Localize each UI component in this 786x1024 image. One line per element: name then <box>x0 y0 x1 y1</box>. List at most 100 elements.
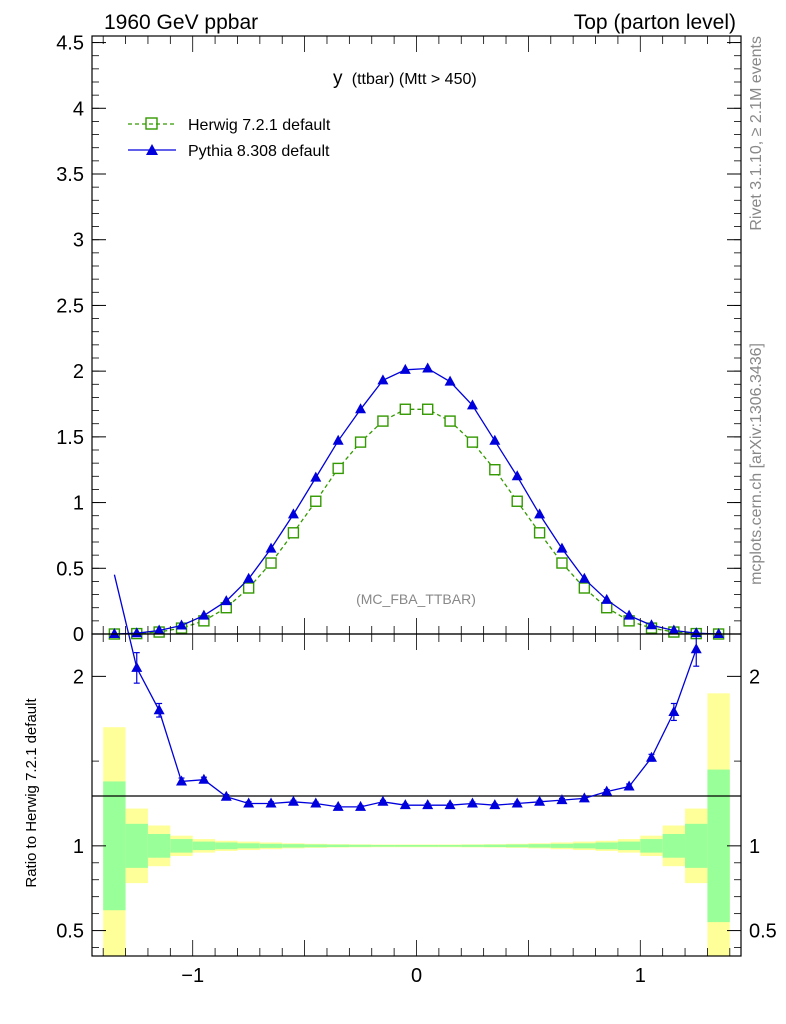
header-right-label: Top (parton level) <box>574 11 736 34</box>
herwig-point <box>287 527 300 539</box>
pythia-point <box>310 471 322 482</box>
main-plot-title: y (ttbar) (Mtt > 450) <box>333 68 477 89</box>
ratio-band-green <box>371 844 395 847</box>
ratio-point <box>623 780 635 791</box>
pythia-point <box>198 609 210 620</box>
ratio-point <box>265 797 277 808</box>
herwig-point <box>332 462 344 475</box>
ratio-point <box>668 705 680 716</box>
ratio-point <box>578 792 590 803</box>
pythia-point <box>422 362 434 373</box>
pythia-point <box>355 403 367 414</box>
legend: Herwig 7.2.1 default Pythia 8.308 defaul… <box>128 117 331 160</box>
ratio-band-green <box>528 844 551 848</box>
herwig-point <box>556 557 568 569</box>
main-ytick-label: 4 <box>73 98 84 120</box>
ratio-ytick-label-right: 2 <box>749 666 760 688</box>
herwig-point <box>421 403 434 415</box>
legend-herwig-label: Herwig 7.2.1 default <box>188 117 331 134</box>
ratio-point <box>220 790 232 801</box>
main-ytick-label: 3 <box>73 230 84 252</box>
ratio-band-green <box>662 833 686 858</box>
legend-pythia-marker <box>146 144 158 155</box>
ratio-band-green <box>237 843 260 849</box>
ratio-point <box>355 800 367 811</box>
pythia-point <box>131 627 143 638</box>
ratio-ytick-label-left: 2 <box>73 666 84 688</box>
main-plot-title-main: y <box>333 68 343 89</box>
pythia-point <box>332 434 344 445</box>
pythia-point <box>377 374 389 385</box>
ratio-xtick-label: −1 <box>181 965 204 987</box>
ratio-point <box>332 800 344 811</box>
ratio-band-green <box>483 844 507 848</box>
ratio-band-green <box>640 839 663 853</box>
ratio-band-green <box>304 844 327 848</box>
ratio-point <box>399 799 411 810</box>
ratio-ytick-label-left: 0.5 <box>56 921 84 943</box>
main-ytick-label: 3.5 <box>56 164 84 186</box>
ratio-band-green <box>438 844 462 847</box>
pythia-point <box>243 572 255 583</box>
pythia-point <box>399 363 411 374</box>
herwig-point <box>444 415 456 427</box>
ratio-point <box>511 797 523 808</box>
ratio-band-green <box>506 844 529 848</box>
ratio-band-green <box>573 843 596 849</box>
pythia-point <box>578 572 590 583</box>
herwig-point <box>310 495 322 507</box>
ratio-ylabel: Ratio to Herwig 7.2.1 default <box>23 698 40 888</box>
ratio-uncertainty-bands <box>103 693 730 956</box>
herwig-point <box>578 582 591 594</box>
pythia-point <box>623 609 635 620</box>
pythia-point <box>176 619 188 630</box>
pythia-point <box>108 628 120 638</box>
ratio-point <box>645 751 657 762</box>
mcplots-side-label: mcplots.cern.ch [arXiv:1306.3436] <box>748 343 765 585</box>
main-ytick-label: 2.5 <box>56 295 84 317</box>
pythia-point <box>287 508 299 519</box>
herwig-point <box>242 582 255 594</box>
ratio-ytick-label-left: 1 <box>73 836 84 858</box>
analysis-tag: (MC_FBA_TTBAR) <box>356 591 476 607</box>
ratio-band-green <box>282 844 305 848</box>
main-ytick-label: 2 <box>73 361 84 383</box>
ratio-point <box>466 797 478 808</box>
herwig-point <box>265 557 277 569</box>
ratio-band-green <box>259 843 283 848</box>
ratio-point <box>601 785 613 796</box>
herwig-point <box>377 415 389 427</box>
legend-herwig-marker <box>145 117 158 130</box>
ratio-point <box>176 775 188 786</box>
pythia-point <box>444 375 456 386</box>
herwig-point <box>354 436 367 448</box>
ratio-ytick-label-right: 1 <box>749 836 760 858</box>
main-ytick-label: 0.5 <box>56 558 84 580</box>
ratio-point <box>534 795 546 806</box>
pythia-point <box>645 619 657 630</box>
pythia-point <box>489 434 501 445</box>
pythia-point <box>511 470 523 481</box>
ratio-band-green <box>326 844 350 848</box>
ratio-point <box>131 661 143 672</box>
ratio-xtick-label: 0 <box>411 965 422 987</box>
pythia-point <box>556 542 568 553</box>
pythia-point <box>220 595 232 606</box>
pythia-point <box>601 593 613 604</box>
main-ytick-label: 4.5 <box>56 33 84 55</box>
legend-pythia-label: Pythia 8.308 default <box>188 143 330 160</box>
ratio-plot-frame <box>91 633 742 957</box>
pythia-point <box>265 542 277 553</box>
ratio-band-green <box>461 844 484 847</box>
ratio-band-green <box>147 833 171 858</box>
ratio-band-green <box>215 842 238 850</box>
main-ytick-label: 1 <box>73 493 84 515</box>
ratio-point <box>287 795 299 806</box>
ratio-point <box>489 799 501 810</box>
ratio-point <box>153 704 165 715</box>
pythia-point <box>534 508 546 519</box>
ratio-point <box>422 799 434 810</box>
ratio-point <box>556 794 568 805</box>
ratio-band-green <box>170 839 193 853</box>
